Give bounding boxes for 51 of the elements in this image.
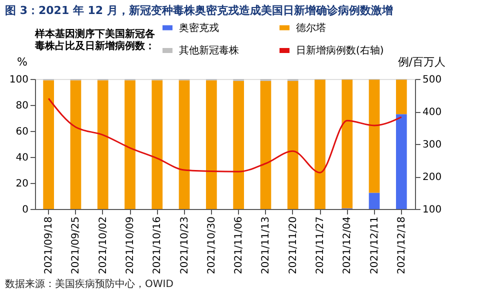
x-tick-label: 2021/10/23: [179, 216, 190, 274]
bar: [368, 192, 380, 209]
y2-tick-label: 500: [422, 74, 442, 86]
bar: [43, 80, 54, 209]
x-tick-label: 2021/09/18: [44, 216, 55, 274]
bar: [287, 80, 298, 209]
x-tick-label: 2021/10/09: [125, 216, 136, 274]
y2-tick-label: 200: [422, 172, 442, 183]
bar: [233, 80, 244, 209]
source-note: 数据来源：美国疾病预防中心，OWID: [5, 278, 174, 290]
x-tick-label: 2021/10/02: [98, 216, 109, 274]
x-tick-label: 2021/10/30: [206, 216, 218, 274]
chart-title: 图 3：2021 年 12 月，新冠变种毒株奥密克戎造成美国日新增确诊病例数激增: [5, 4, 393, 17]
bar: [260, 80, 272, 209]
x-tick-label: 2021/09/25: [70, 216, 82, 274]
legend-label: 日新增病例数(右轴): [296, 44, 384, 56]
x-tick-label: 2021/11/20: [288, 216, 299, 274]
x-tick-label: 2021/12/18: [396, 216, 408, 274]
x-tick-label: 2021/12/04: [342, 216, 354, 274]
bar: [70, 80, 82, 209]
y-tick-label: 60: [16, 126, 28, 138]
y2-tick-label: 300: [422, 140, 442, 150]
legend-title: 样本基因测序下美国新冠各毒株占比及日新增病例数：: [34, 28, 155, 52]
bar: [206, 80, 217, 209]
y-tick-label: 20: [16, 178, 28, 190]
bar: [396, 80, 407, 114]
y-axis-title: %: [17, 56, 28, 68]
bar: [152, 80, 163, 209]
bar: [342, 80, 353, 208]
y-tick-label: 0: [22, 204, 28, 216]
y-tick-label: 100: [9, 74, 28, 86]
bar: [124, 80, 136, 209]
bar: [97, 80, 108, 209]
x-tick-label: 2021/12/11: [369, 216, 380, 274]
x-tick-label: 2021/11/27: [315, 216, 326, 274]
bar: [314, 80, 326, 209]
bar: [396, 114, 407, 209]
bar: [368, 80, 380, 193]
legend-label: 其他新冠毒株: [179, 44, 239, 56]
x-tick-label: 2021/10/16: [152, 216, 164, 274]
y2-tick-label: 100: [422, 204, 442, 216]
bar: [178, 80, 190, 209]
line-series: [48, 98, 402, 174]
y2-tick-label: 400: [422, 107, 442, 118]
x-tick-label: 2021/11/06: [234, 216, 245, 274]
x-tick-label: 2021/11/13: [260, 216, 272, 274]
legend-label: 德尔塔: [296, 22, 326, 34]
y2-axis-title: 例/百万人: [398, 56, 446, 68]
y-tick-label: 80: [16, 100, 28, 112]
legend-label: 奥密克戎: [179, 22, 219, 34]
y-tick-label: 40: [16, 152, 28, 164]
